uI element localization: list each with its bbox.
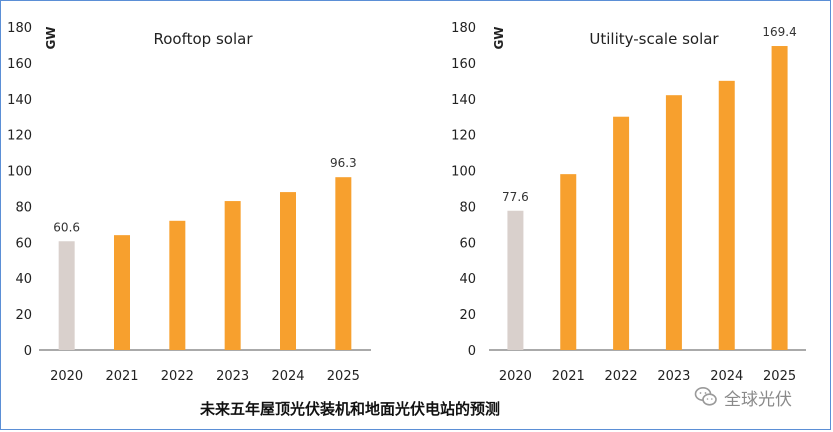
bar-2024 bbox=[718, 80, 735, 350]
bar-2020 bbox=[507, 210, 524, 350]
x-tick-label: 2023 bbox=[216, 369, 249, 384]
y-tick-label: 120 bbox=[7, 129, 32, 144]
x-tick-label: 2022 bbox=[161, 369, 194, 384]
x-tick-label: 2022 bbox=[605, 369, 638, 384]
x-tick-label: 2021 bbox=[552, 369, 585, 384]
bar-2023 bbox=[224, 201, 241, 350]
x-tick-label: 2020 bbox=[499, 369, 532, 384]
x-tick-label: 2025 bbox=[763, 369, 796, 384]
y-tick-label: 80 bbox=[459, 200, 476, 215]
bar-2025 bbox=[335, 177, 352, 350]
data-label: 169.4 bbox=[762, 25, 796, 39]
bar-2021 bbox=[560, 174, 577, 350]
x-tick-label: 2023 bbox=[657, 369, 690, 384]
chart-title: Rooftop solar bbox=[154, 30, 254, 48]
y-tick-label: 160 bbox=[451, 57, 476, 72]
data-label: 96.3 bbox=[330, 156, 357, 170]
y-tick-label: 100 bbox=[451, 165, 476, 180]
y-tick-label: 100 bbox=[7, 165, 32, 180]
data-label: 60.6 bbox=[53, 220, 80, 234]
y-tick-label: 20 bbox=[459, 308, 476, 323]
chart-title: Utility-scale solar bbox=[589, 30, 719, 48]
y-tick-label: 140 bbox=[451, 93, 476, 108]
x-tick-label: 2021 bbox=[105, 369, 138, 384]
chart-utility-scale-solar: 0 20 40 60 80 100 120 140 160 180 GW Utility-scale … bbox=[451, 21, 806, 384]
bar-2021 bbox=[114, 235, 130, 350]
y-axis-unit-label: GW bbox=[44, 26, 58, 49]
x-tick-label: 2024 bbox=[710, 369, 743, 384]
watermark-text: 全球光伏 bbox=[724, 389, 792, 410]
bar-2022 bbox=[613, 116, 630, 350]
chart-rooftop-solar: 0 20 40 60 80 100 120 140 160 180 GW Rooftop solar 2… bbox=[7, 21, 371, 384]
x-tick-label: 2024 bbox=[271, 369, 304, 384]
y-tick-label: 0 bbox=[468, 344, 476, 359]
bar-2024 bbox=[280, 192, 296, 350]
y-tick-label: 0 bbox=[24, 344, 32, 359]
y-axis-unit-label: GW bbox=[492, 26, 506, 49]
y-tick-label: 160 bbox=[7, 57, 32, 72]
figure-caption: 未来五年屋顶光伏装机和地面光伏电站的预测 bbox=[199, 400, 500, 418]
x-tick-label: 2025 bbox=[327, 369, 360, 384]
y-tick-label: 40 bbox=[15, 272, 32, 287]
y-tick-label: 180 bbox=[7, 21, 32, 36]
y-tick-label: 80 bbox=[15, 200, 32, 215]
bar-2025 bbox=[771, 46, 788, 350]
x-tick-label: 2020 bbox=[50, 369, 83, 384]
bar-2023 bbox=[665, 95, 682, 350]
y-tick-label: 40 bbox=[459, 272, 476, 287]
y-tick-label: 140 bbox=[7, 93, 32, 108]
watermark: 全球光伏 bbox=[694, 384, 792, 410]
data-label: 77.6 bbox=[502, 190, 529, 204]
y-tick-label: 180 bbox=[451, 21, 476, 36]
bar-2020 bbox=[58, 241, 75, 350]
bar-2022 bbox=[169, 220, 186, 350]
y-tick-label: 20 bbox=[15, 308, 32, 323]
y-tick-label: 60 bbox=[459, 236, 476, 251]
wechat-icon bbox=[694, 387, 717, 406]
y-tick-label: 60 bbox=[15, 236, 32, 251]
y-tick-label: 120 bbox=[451, 129, 476, 144]
